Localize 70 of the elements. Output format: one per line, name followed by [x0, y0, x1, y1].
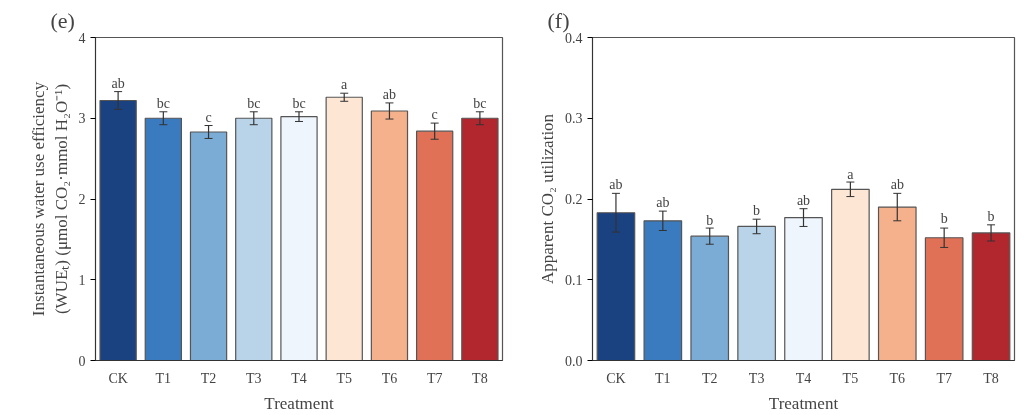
bar: [643, 220, 683, 361]
annotation: c: [205, 109, 212, 125]
bar: [144, 117, 183, 361]
y-axis-title: Instantaneous water use efficiency (WUEₜ) (μmol CO₂·mmol H₂O⁻¹): [28, 81, 71, 317]
x-tick-label: CK: [108, 370, 128, 386]
annotation: a: [341, 77, 349, 93]
annotation: bc: [247, 95, 261, 111]
annotation: b: [706, 212, 714, 228]
x-tick-label: T7: [936, 370, 952, 386]
annotation: b: [753, 203, 761, 219]
bar: [370, 110, 409, 361]
bar: [784, 216, 823, 361]
x-tick-label: T2: [701, 370, 718, 386]
x-tick-label: T8: [983, 370, 999, 386]
annotation: ab: [890, 177, 904, 193]
annotation: ab: [796, 192, 811, 208]
chart-title: (e): [50, 7, 75, 33]
y-tick-label: 4: [78, 30, 86, 46]
x-tick-label: T6: [381, 370, 398, 386]
bar: [461, 117, 499, 361]
x-tick-label: T5: [336, 370, 353, 386]
y-tick-label: 0.1: [565, 272, 583, 288]
bar: [831, 188, 870, 361]
annotation: bc: [292, 95, 306, 111]
x-tick-label: T6: [889, 370, 906, 386]
bar: [596, 212, 636, 361]
bar: [325, 96, 363, 361]
annotation: bc: [156, 95, 170, 111]
x-tick-label: T2: [200, 370, 217, 386]
annotation: c: [431, 107, 438, 123]
x-tick-label: T1: [655, 370, 671, 386]
x-axis-title: Treatment: [768, 393, 839, 413]
y-tick-label: 0.0: [565, 353, 583, 369]
x-tick-label: T3: [246, 370, 262, 386]
bar: [690, 235, 730, 361]
bar: [971, 232, 1011, 361]
y-tick-label: 3: [78, 111, 86, 127]
y-tick-label: 0.4: [565, 30, 583, 46]
bar: [737, 225, 776, 361]
annotation: ab: [656, 195, 670, 211]
x-axis-title: Treatment: [264, 393, 334, 413]
x-tick-label: T5: [842, 370, 859, 386]
y-tick-label: 2: [78, 192, 86, 207]
annotation: ab: [382, 86, 397, 102]
y-tick-label: 0: [78, 353, 86, 369]
x-tick-label: T4: [795, 370, 812, 386]
x-tick-label: CK: [606, 370, 626, 386]
y-axis-title: Apparent CO₂ utilization: [538, 113, 557, 285]
annotation: bc: [473, 95, 487, 111]
y-tick-label: 0.3: [565, 111, 583, 127]
annotation: b: [940, 211, 948, 227]
chart-title: (f): [547, 7, 570, 33]
annotation: a: [847, 166, 855, 182]
bar: [415, 130, 454, 361]
bar: [280, 116, 318, 361]
bar: [99, 99, 137, 361]
y-tick-label: 1: [78, 272, 86, 288]
bar: [189, 131, 228, 361]
annotation: ab: [111, 75, 125, 91]
bar: [877, 206, 917, 361]
bar: [235, 117, 273, 361]
annotation: b: [987, 208, 995, 224]
x-tick-label: T4: [291, 370, 307, 386]
x-tick-label: T1: [155, 370, 172, 386]
x-tick-label: T3: [748, 370, 765, 386]
annotation: ab: [609, 177, 623, 193]
y-tick-label: 0.2: [565, 192, 583, 207]
bar: [924, 237, 964, 361]
x-tick-label: T8: [472, 370, 488, 386]
x-tick-label: T7: [426, 370, 443, 386]
